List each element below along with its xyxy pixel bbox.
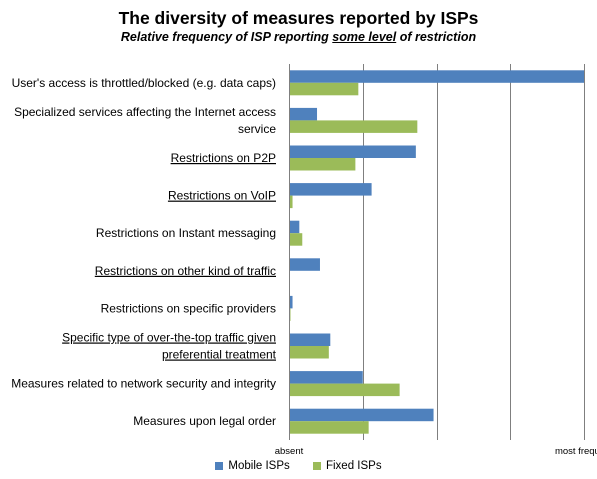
- bar-mobile: [289, 145, 416, 158]
- bar-fixed: [289, 82, 359, 96]
- bar-mobile: [289, 408, 434, 422]
- chart-title: The diversity of measures reported by IS…: [118, 8, 479, 28]
- bar-mobile: [289, 258, 320, 271]
- bar-mobile: [289, 333, 331, 346]
- bar-fixed: [289, 195, 293, 209]
- x-tick-label: most frequent: [555, 446, 597, 457]
- bar-fixed: [289, 120, 418, 133]
- bar-mobile: [289, 107, 318, 121]
- bar-mobile: [289, 371, 363, 384]
- category-label: Restrictions on Instant messaging: [96, 226, 276, 240]
- category-label: Restrictions on VoIP: [168, 189, 276, 203]
- category-label: Measures upon legal order: [133, 414, 276, 428]
- legend-swatch-mobile: [215, 462, 224, 470]
- category-label: Specialized services affecting the Inter…: [14, 105, 276, 119]
- category-label: Specific type of over-the-top traffic gi…: [62, 331, 276, 345]
- category-label: Restrictions on specific providers: [101, 301, 276, 315]
- bar-fixed: [289, 421, 369, 434]
- chart-legend: Mobile ISPs Fixed ISPs: [0, 460, 597, 473]
- category-label: Restrictions on P2P: [171, 151, 276, 165]
- legend-swatch-fixed: [312, 462, 321, 470]
- category-label: Restrictions on other kind of traffic: [95, 264, 276, 278]
- category-label: service: [238, 122, 276, 136]
- bar-mobile: [289, 183, 372, 196]
- subtitle-emphasis: some level: [332, 30, 397, 44]
- legend-item-fixed: Fixed ISPs: [312, 460, 382, 472]
- category-label: preferential treatment: [162, 348, 277, 362]
- legend-label-mobile: Mobile ISPs: [228, 460, 290, 472]
- bar-mobile: [289, 70, 584, 83]
- category-label: Measures related to network security and…: [11, 377, 276, 391]
- bar-fixed: [289, 158, 356, 171]
- subtitle-before: Relative frequency of ISP reporting: [120, 30, 333, 44]
- chart-subtitle: Relative frequency of ISP reporting some…: [0, 30, 597, 44]
- legend-item-mobile: Mobile ISPs: [215, 460, 290, 472]
- bar-fixed: [289, 233, 303, 246]
- legend-label-fixed: Fixed ISPs: [325, 460, 382, 472]
- subtitle-after: of restriction: [396, 30, 477, 44]
- bar-fixed: [289, 346, 329, 359]
- bar-mobile: [289, 220, 300, 234]
- bar-mobile: [289, 295, 293, 309]
- bar-fixed: [289, 383, 400, 397]
- x-tick-label: absent: [275, 446, 304, 457]
- category-label: User's access is throttled/blocked (e.g.…: [12, 76, 276, 90]
